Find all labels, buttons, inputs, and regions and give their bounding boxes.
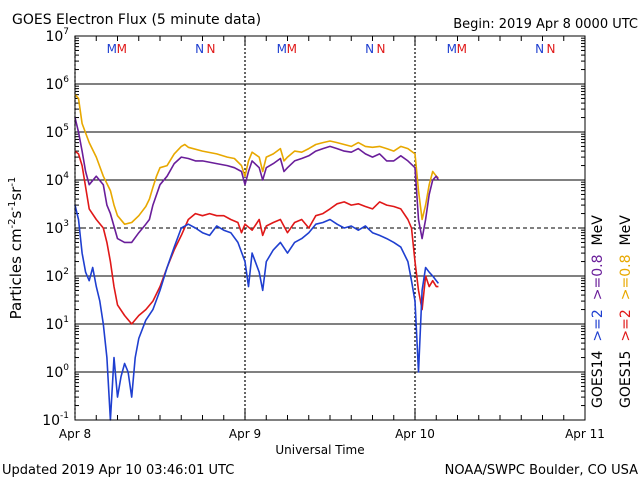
begin-timestamp: Begin: 2019 Apr 8 0000 UTC xyxy=(453,17,638,32)
x-tick-label: Apr 8 xyxy=(59,427,91,441)
legend-entry: GOES15 xyxy=(618,351,634,408)
legend-entry: GOES14 xyxy=(590,350,606,408)
chart-title: GOES Electron Flux (5 minute data) xyxy=(12,12,261,28)
legend-entry: >=0.8 xyxy=(618,254,634,300)
top-marker: N xyxy=(377,42,386,56)
y-tick-label: 10-1 xyxy=(42,411,69,429)
series-line xyxy=(74,204,440,421)
top-marker: N xyxy=(535,42,544,56)
axis-ticks xyxy=(74,35,586,421)
series-line xyxy=(74,150,439,325)
top-marker: M xyxy=(277,42,287,56)
data-series xyxy=(74,94,440,421)
grid-lines xyxy=(75,83,585,373)
x-tick-label: Apr 10 xyxy=(395,427,435,441)
series-line xyxy=(74,117,440,244)
x-axis-label: Universal Time xyxy=(275,443,364,457)
source-credit: NOAA/SWPC Boulder, CO USA xyxy=(445,463,638,478)
y-tick-label: 102 xyxy=(45,267,69,285)
plot-frame xyxy=(74,35,586,421)
y-tick-labels: 10-1 100 101 102 103 104 105 106 107 xyxy=(42,27,69,429)
y-tick-label: 103 xyxy=(45,219,69,237)
top-marker: M xyxy=(457,42,467,56)
y-tick-label: 100 xyxy=(45,363,69,381)
y-tick-label: 106 xyxy=(45,75,69,93)
top-marker: N xyxy=(365,42,374,56)
top-marker: M xyxy=(287,42,297,56)
legend-entry: MeV xyxy=(618,215,634,246)
legend-entry: >=0.8 xyxy=(590,254,606,300)
top-marker: N xyxy=(195,42,204,56)
top-marker: M xyxy=(447,42,457,56)
series-line xyxy=(74,94,439,225)
x-tick-labels: Apr 8 Apr 9 Apr 10 Apr 11 xyxy=(59,427,605,441)
x-tick-label: Apr 11 xyxy=(565,427,605,441)
top-marker: N xyxy=(207,42,216,56)
legend-entry: >=2 xyxy=(590,309,606,341)
y-axis-label: Particles cm-2s-1sr-1 xyxy=(7,177,25,320)
top-marker: M xyxy=(117,42,127,56)
top-marker: M xyxy=(107,42,117,56)
x-tick-label: Apr 9 xyxy=(229,427,261,441)
y-tick-label: 107 xyxy=(45,27,69,45)
y-tick-label: 101 xyxy=(45,315,69,333)
top-marker: N xyxy=(547,42,556,56)
y-tick-label: 104 xyxy=(45,171,69,189)
legend-entry: MeV xyxy=(590,215,606,246)
y-tick-label: 105 xyxy=(45,123,69,141)
legend-goes14: GOES14 >=2 >=0.8 MeV xyxy=(590,215,606,408)
updated-timestamp: Updated 2019 Apr 10 03:46:01 UTC xyxy=(2,463,234,478)
legend-entry: >=2 xyxy=(618,309,634,341)
legend-goes15: GOES15 >=2 >=0.8 MeV xyxy=(618,215,634,408)
